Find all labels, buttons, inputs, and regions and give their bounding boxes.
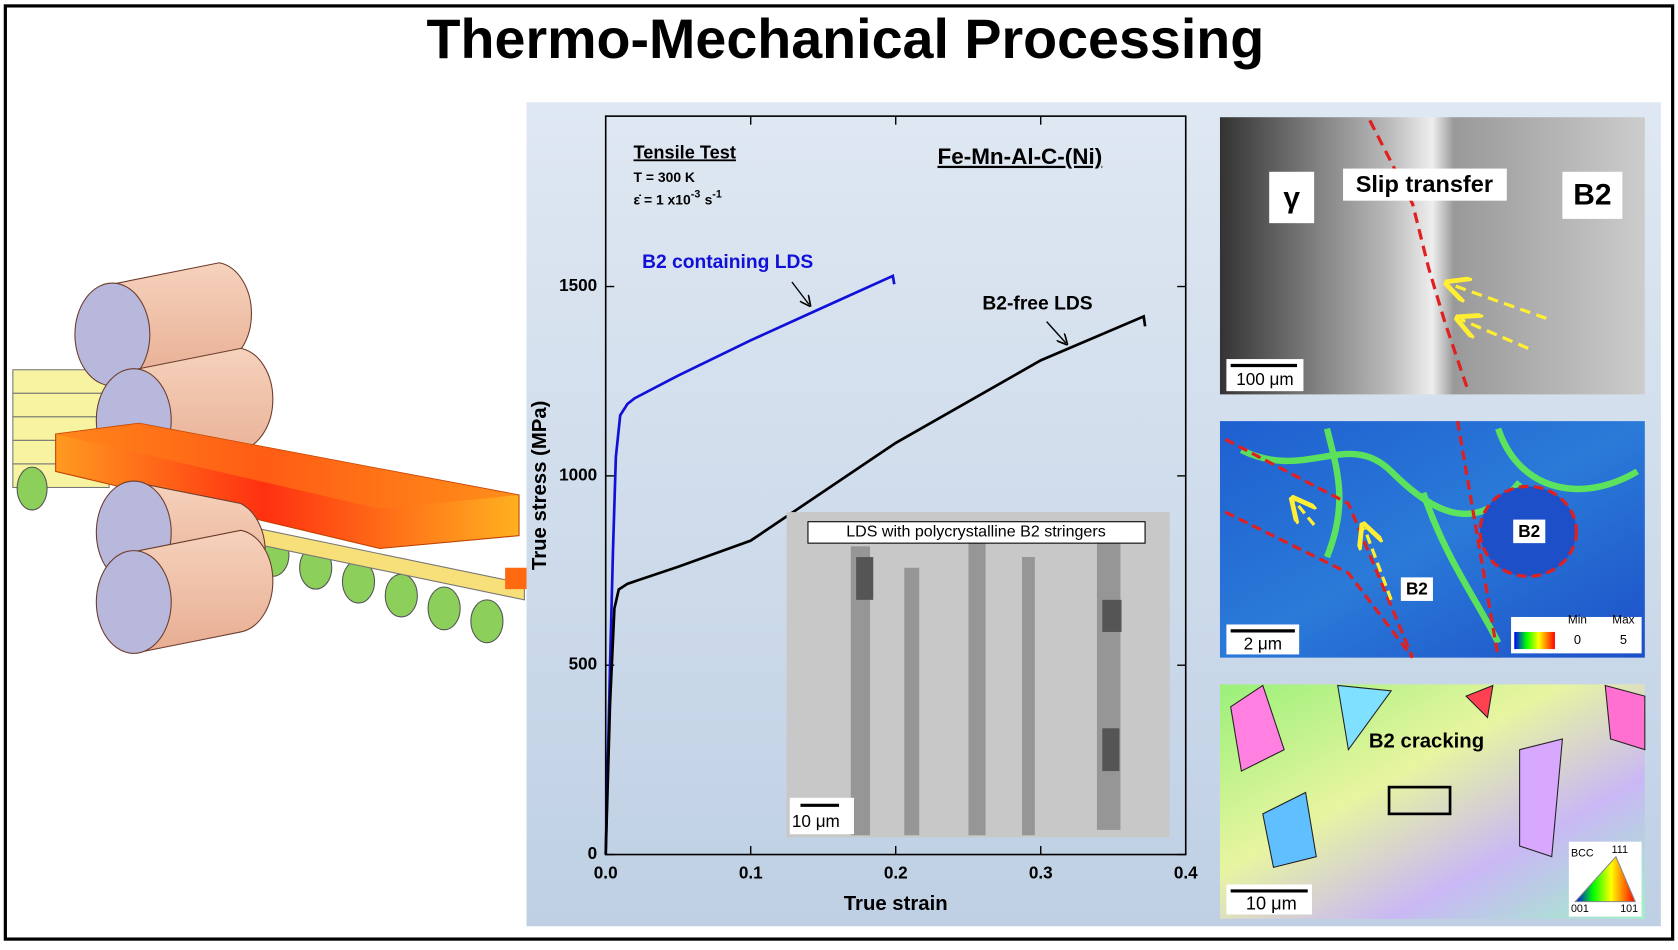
arrow [1046, 321, 1066, 343]
frame [3, 4, 1675, 941]
y-tick-label: 0 [588, 844, 598, 863]
panel-label: B2 cracking [1369, 731, 1484, 753]
annotation: ε̇ = 1 x10-3 s-1 [634, 188, 722, 207]
panel-label: γ [1283, 182, 1300, 215]
line-series [604, 274, 896, 855]
tem-panel: γ Slip transfer B2 100 μm [1219, 117, 1645, 395]
legend-label: Min [1568, 613, 1587, 626]
y-axis-label: True stress (MPa) [529, 401, 551, 570]
scale-bar-label: 10 μm [792, 812, 840, 831]
panel-label: Slip transfer [1356, 171, 1493, 197]
y-tick-label: 1000 [559, 465, 597, 484]
panel-label: B2 [1573, 178, 1611, 211]
arrow [791, 281, 809, 304]
panel-label: B2 [1406, 580, 1428, 599]
scale-bar-label: 100 μm [1236, 370, 1293, 389]
legend-label: Max [1612, 613, 1634, 626]
x-tick-label: 0.2 [884, 863, 908, 882]
annotation: Fe-Mn-Al-C-(Ni) [937, 144, 1102, 169]
inset-caption: LDS with polycrystalline B2 stringers [846, 523, 1106, 541]
y-tick-label: 500 [569, 655, 598, 674]
inset-micrograph: LDS with polycrystalline B2 stringers 10… [786, 512, 1170, 838]
annotation: Tensile Test [634, 142, 736, 162]
scale-bar-label: 2 μm [1244, 634, 1282, 653]
series-label: B2 containing LDS [642, 252, 813, 273]
kam-panel: B2 B2 2 μm Min Max 0 5 [1219, 420, 1645, 659]
legend-label: 0 [1574, 632, 1581, 647]
scale-bar-label: 10 μm [1246, 894, 1297, 914]
x-tick-label: 0.0 [594, 863, 618, 882]
x-tick-label: 0.3 [1029, 863, 1053, 882]
plot-area: 0.0 0.1 0.2 0.3 0.4 0 500 1000 1500 True strain Tr… [529, 115, 1198, 915]
legend-label: 111 [1612, 844, 1628, 856]
rolling-mill-illustration [12, 262, 527, 655]
y-tick-label: 1500 [559, 276, 597, 295]
legend-label: 001 [1571, 903, 1589, 915]
legend-label: 5 [1620, 632, 1627, 647]
series-label: B2-free LDS [982, 294, 1092, 315]
line-series [604, 314, 1147, 855]
panel-label: B2 [1518, 522, 1540, 541]
x-axis-label: True strain [844, 893, 948, 915]
x-tick-label: 0.4 [1174, 863, 1198, 882]
x-tick-label: 0.1 [739, 863, 763, 882]
legend-label: 101 [1620, 903, 1638, 915]
ipf-panel: B2 cracking 10 μm BCC 111 001 101 [1219, 684, 1646, 919]
slide-title: Thermo-Mechanical Processing [427, 8, 1265, 70]
legend-label: BCC [1571, 847, 1594, 859]
annotation: T = 300 K [634, 169, 695, 185]
